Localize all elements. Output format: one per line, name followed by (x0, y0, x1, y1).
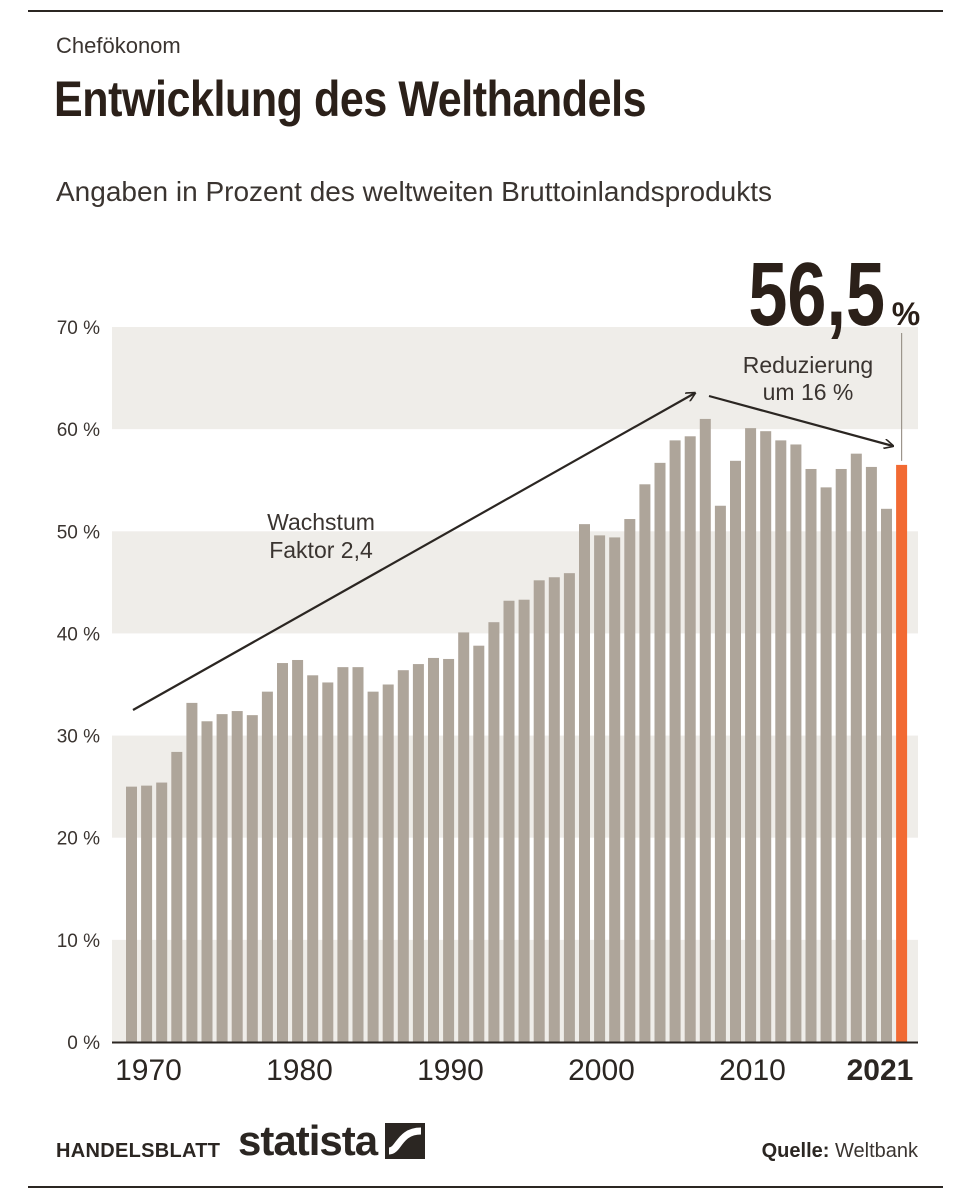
bar (246, 715, 258, 1042)
bottom-rule (28, 1186, 943, 1188)
bar (141, 785, 153, 1042)
bar (594, 535, 606, 1042)
statista-logo: statista (238, 1116, 426, 1166)
page-title: Entwicklung des Welthandels (54, 71, 647, 127)
bar (881, 508, 892, 1042)
top-rule (28, 10, 943, 12)
bar (518, 599, 530, 1042)
bar (277, 663, 288, 1042)
y-tick-label: 40 % (57, 624, 100, 645)
bar (669, 440, 681, 1043)
bar (412, 664, 424, 1042)
bar (443, 658, 455, 1042)
x-tick-label: 2021 (847, 1054, 914, 1087)
x-tick-label: 2000 (568, 1054, 635, 1087)
bar (609, 537, 621, 1042)
source-note: Quelle: Weltbank (762, 1140, 918, 1163)
bar (261, 691, 273, 1042)
bar (156, 782, 168, 1042)
bar (624, 519, 636, 1042)
bar-chart: 0 % 10 % 20 % 30 % 40 % 50 % 60 % 70 % 1970 1980… (57, 245, 921, 1087)
bar (563, 573, 575, 1042)
bar (352, 667, 364, 1042)
growth-arrow (132, 393, 695, 711)
bar (760, 431, 772, 1043)
annotation-growth-label: Faktor 2,4 (269, 537, 373, 563)
x-tick-label: 1980 (266, 1054, 333, 1087)
value-callout-unit: % (892, 296, 920, 332)
bar (790, 444, 802, 1042)
bar (865, 466, 877, 1043)
bar (488, 622, 500, 1042)
bar (714, 505, 726, 1042)
value-callout-number: 56,5 (748, 245, 885, 345)
x-tick-label: 1970 (115, 1054, 182, 1087)
bar (639, 484, 651, 1042)
bar (307, 675, 319, 1042)
bar (775, 440, 787, 1043)
x-tick-label: 2010 (719, 1054, 786, 1087)
bar (382, 684, 394, 1042)
source-label: Quelle: (761, 1140, 830, 1162)
bar (835, 468, 847, 1042)
x-tick-label: 1990 (417, 1054, 484, 1087)
y-tick-label: 70 % (57, 318, 100, 339)
statista-mark-icon (385, 1123, 426, 1159)
y-tick-label: 30 % (57, 727, 100, 748)
y-tick-label: 50 % (57, 522, 100, 543)
statista-wordmark: statista (238, 1117, 378, 1164)
bar (745, 428, 757, 1042)
y-tick-label: 60 % (57, 420, 100, 441)
bar (805, 468, 817, 1042)
y-tick-label: 20 % (57, 829, 100, 850)
y-tick-label: 10 % (57, 931, 100, 952)
bar (322, 682, 334, 1042)
annotation-growth-label: Wachstum (267, 509, 375, 535)
bar (216, 714, 228, 1042)
reduction-arrow (708, 394, 893, 446)
bar (473, 645, 485, 1042)
bar (231, 711, 243, 1042)
bar (397, 670, 409, 1042)
bar (201, 721, 213, 1042)
subtitle: Angaben in Prozent des weltweiten Brutto… (56, 176, 772, 207)
annotation-reduction-label: um 16 % (763, 379, 854, 405)
bar (699, 418, 711, 1042)
bar (171, 751, 183, 1042)
bar (684, 436, 696, 1042)
bar (292, 659, 304, 1042)
bar (428, 657, 439, 1042)
publisher-logo: HANDELSBLATT (56, 1140, 221, 1162)
bar (126, 786, 137, 1042)
bar (367, 691, 379, 1042)
bar (186, 702, 198, 1042)
kicker: Chefökonom (56, 33, 181, 58)
bar (579, 524, 590, 1042)
annotation-reduction-label: Reduzierung (743, 352, 873, 378)
bar (850, 453, 862, 1043)
bar (533, 580, 545, 1042)
source-value: Weltbank (834, 1140, 918, 1162)
bar (654, 462, 666, 1043)
bar (503, 600, 515, 1042)
bar-highlight (896, 464, 908, 1043)
bar (548, 577, 560, 1042)
grid-band (112, 327, 918, 430)
bar (458, 632, 470, 1042)
bar (337, 667, 349, 1042)
bar (820, 487, 832, 1043)
y-tick-label: 0 % (67, 1033, 100, 1054)
bar (730, 460, 741, 1042)
